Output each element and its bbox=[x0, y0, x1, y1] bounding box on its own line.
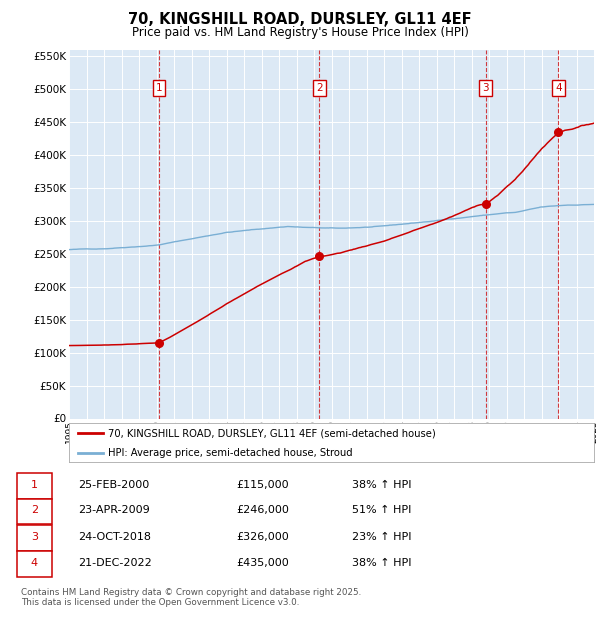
Text: 38% ↑ HPI: 38% ↑ HPI bbox=[352, 558, 412, 569]
Text: 25-FEB-2000: 25-FEB-2000 bbox=[78, 480, 149, 490]
Text: 1: 1 bbox=[31, 480, 38, 490]
Text: 2: 2 bbox=[31, 505, 38, 515]
FancyBboxPatch shape bbox=[17, 551, 52, 577]
Text: 23% ↑ HPI: 23% ↑ HPI bbox=[352, 532, 412, 542]
FancyBboxPatch shape bbox=[17, 525, 52, 551]
Text: 38% ↑ HPI: 38% ↑ HPI bbox=[352, 480, 412, 490]
Text: 4: 4 bbox=[31, 558, 38, 569]
Text: Contains HM Land Registry data © Crown copyright and database right 2025.
This d: Contains HM Land Registry data © Crown c… bbox=[21, 588, 361, 607]
Text: £115,000: £115,000 bbox=[236, 480, 289, 490]
Text: 1: 1 bbox=[156, 83, 163, 94]
Text: 21-DEC-2022: 21-DEC-2022 bbox=[78, 558, 152, 569]
Text: 51% ↑ HPI: 51% ↑ HPI bbox=[352, 505, 411, 515]
Text: £246,000: £246,000 bbox=[236, 505, 290, 515]
Text: 70, KINGSHILL ROAD, DURSLEY, GL11 4EF: 70, KINGSHILL ROAD, DURSLEY, GL11 4EF bbox=[128, 12, 472, 27]
Text: 2: 2 bbox=[316, 83, 323, 94]
FancyBboxPatch shape bbox=[17, 473, 52, 498]
Text: Price paid vs. HM Land Registry's House Price Index (HPI): Price paid vs. HM Land Registry's House … bbox=[131, 26, 469, 39]
Text: 3: 3 bbox=[482, 83, 489, 94]
Text: 4: 4 bbox=[555, 83, 562, 94]
Text: HPI: Average price, semi-detached house, Stroud: HPI: Average price, semi-detached house,… bbox=[109, 448, 353, 458]
Text: 24-OCT-2018: 24-OCT-2018 bbox=[78, 532, 151, 542]
FancyBboxPatch shape bbox=[17, 498, 52, 524]
Text: £435,000: £435,000 bbox=[236, 558, 289, 569]
Text: 3: 3 bbox=[31, 532, 38, 542]
Text: 70, KINGSHILL ROAD, DURSLEY, GL11 4EF (semi-detached house): 70, KINGSHILL ROAD, DURSLEY, GL11 4EF (s… bbox=[109, 428, 436, 438]
Text: 23-APR-2009: 23-APR-2009 bbox=[78, 505, 150, 515]
Text: £326,000: £326,000 bbox=[236, 532, 289, 542]
